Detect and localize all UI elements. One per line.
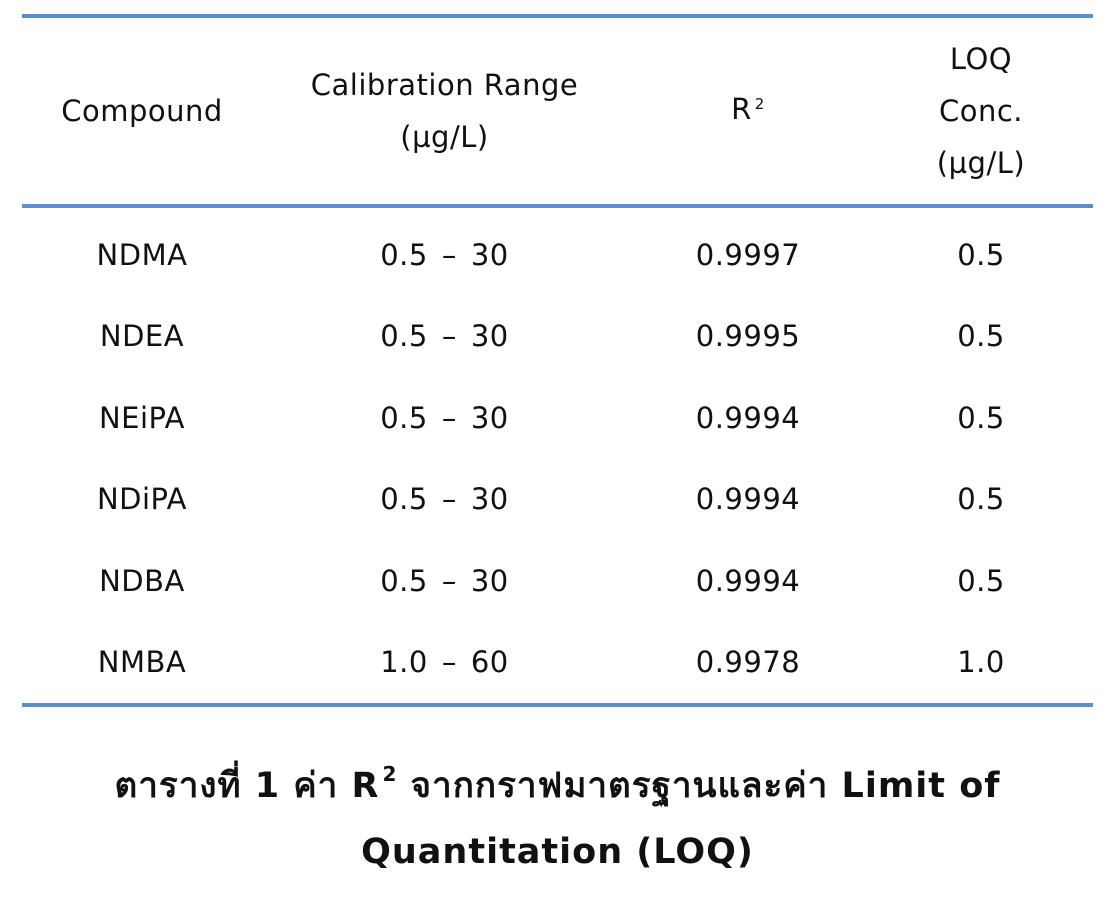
cell-loq: 1.0	[957, 645, 1005, 680]
header-loq-conc-label: Conc.	[938, 94, 1024, 128]
range-dash: –	[441, 319, 457, 354]
cell-r2: 0.9994	[695, 482, 801, 517]
header-compound-label: Compound	[61, 94, 223, 128]
cell-loq: 0.5	[957, 563, 1005, 598]
cell-range: 1.0–60	[262, 622, 627, 704]
cell-loq: 0.5	[957, 482, 1005, 517]
range-low: 0.5	[380, 237, 428, 272]
table-row: NDEA 0.5–30 0.9995 0.5	[22, 296, 1093, 378]
header-calibration-range: Calibration Range (µg/L)	[262, 16, 627, 206]
header-range-label: Calibration Range	[310, 68, 579, 102]
cell-compound: NDiPA	[96, 482, 188, 517]
caption-part-1: ตารางที่ 1 ค่า R	[114, 766, 380, 806]
range-low: 0.5	[380, 400, 428, 435]
cell-range: 0.5–30	[262, 206, 627, 296]
range-dash: –	[441, 482, 457, 517]
caption-superscript: 2	[382, 762, 398, 786]
cell-loq: 0.5	[957, 400, 1005, 435]
cell-r2: 0.9994	[695, 563, 801, 598]
range-high: 30	[470, 400, 509, 435]
cell-loq: 0.5	[957, 237, 1005, 272]
cell-compound: NMBA	[97, 645, 187, 680]
header-range-unit: (µg/L)	[400, 120, 489, 154]
table-row: NMBA 1.0–60 0.9978 1.0	[22, 622, 1093, 704]
cell-range: 0.5–30	[262, 459, 627, 541]
table-row: NEiPA 0.5–30 0.9994 0.5	[22, 377, 1093, 459]
cell-range: 0.5–30	[262, 540, 627, 622]
range-dash: –	[441, 400, 457, 435]
range-high: 60	[470, 645, 509, 680]
range-dash: –	[441, 645, 457, 680]
cell-loq: 0.5	[957, 319, 1005, 354]
caption-line-2: Quantitation (LOQ)	[361, 832, 754, 872]
cell-r2: 0.9978	[695, 645, 801, 680]
cell-r2: 0.9997	[695, 237, 801, 272]
caption-part-2: จากกราฟมาตรฐานและค่า Limit of	[397, 766, 1001, 806]
table-row: NDBA 0.5–30 0.9994 0.5	[22, 540, 1093, 622]
range-low: 1.0	[380, 645, 428, 680]
header-compound: Compound	[22, 16, 262, 206]
cell-range: 0.5–30	[262, 377, 627, 459]
cell-r2: 0.9995	[695, 319, 801, 354]
cell-compound: NDMA	[96, 237, 188, 272]
cell-r2: 0.9994	[695, 400, 801, 435]
range-high: 30	[470, 563, 509, 598]
range-low: 0.5	[380, 563, 428, 598]
header-r2-superscript: 2	[754, 94, 765, 113]
cell-compound: NEiPA	[98, 400, 186, 435]
range-low: 0.5	[380, 319, 428, 354]
range-high: 30	[470, 482, 509, 517]
range-high: 30	[470, 237, 509, 272]
range-dash: –	[441, 237, 457, 272]
header-r2-base: R	[731, 91, 752, 126]
table-row: NDMA 0.5–30 0.9997 0.5	[22, 206, 1093, 296]
header-loq-label: LOQ	[949, 42, 1013, 76]
header-loq-unit: (µg/L)	[936, 146, 1026, 180]
table-bottom-rule	[22, 703, 1093, 707]
table-row: NDiPA 0.5–30 0.9994 0.5	[22, 459, 1093, 541]
range-dash: –	[441, 563, 457, 598]
cell-range: 0.5–30	[262, 296, 627, 378]
table-body: NDMA 0.5–30 0.9997 0.5 NDEA 0.5–30 0.999…	[22, 206, 1093, 703]
cell-compound: NDEA	[99, 319, 185, 354]
cell-compound: NDBA	[99, 563, 185, 598]
range-low: 0.5	[380, 482, 428, 517]
header-loq-conc: LOQ Conc. (µg/L)	[869, 16, 1093, 206]
range-high: 30	[470, 319, 509, 354]
